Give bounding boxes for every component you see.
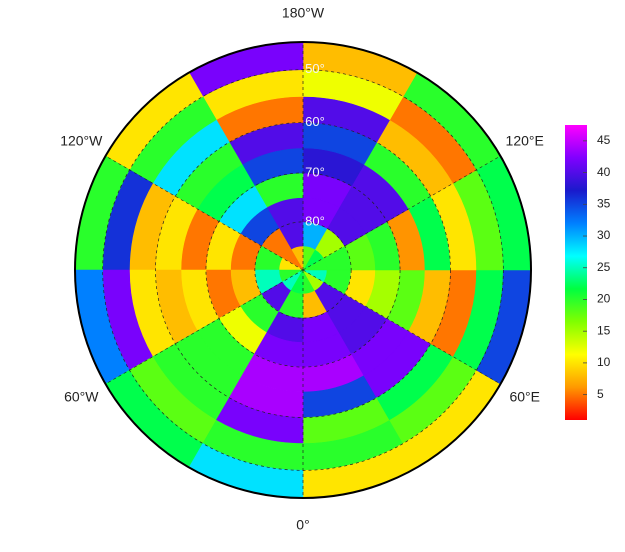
colorbar-tick-label: 35: [597, 196, 611, 210]
colorbar-tick-label: 30: [597, 228, 611, 242]
colorbar-fill: [565, 125, 587, 420]
labels: 180°W 120°W 120°E 60°W 60°E 0° 50° 60° 70° 80°: [60, 5, 544, 533]
latitude-label: 50°: [305, 61, 325, 76]
colorbar-tick-label: 10: [597, 355, 611, 369]
meridian-line: [302, 155, 501, 271]
graticule: [74, 41, 532, 499]
longitude-label: 60°E: [509, 389, 540, 405]
latitude-line: [155, 122, 451, 418]
colorbar-tick-label: 45: [597, 133, 611, 147]
colorbar-tick-label: 5: [597, 387, 604, 401]
colorbar-tick-label: 20: [597, 292, 611, 306]
longitude-label: 120°E: [506, 133, 544, 149]
map-border: [74, 41, 532, 499]
meridian-line: [105, 155, 304, 271]
meridian-line: [105, 269, 304, 385]
longitude-label: 120°W: [60, 133, 103, 149]
latitude-line: [254, 221, 352, 319]
latitude-label: 70°: [305, 164, 325, 179]
longitude-label: 60°W: [64, 389, 99, 405]
longitude-label: 180°W: [282, 5, 325, 21]
colorbar-tick-label: 15: [597, 323, 611, 337]
colorbar-tick-label: 40: [597, 165, 611, 179]
colorbar-tick-label: 25: [597, 260, 611, 274]
longitude-label: 0°: [296, 517, 309, 533]
meridian-line: [302, 269, 501, 385]
latitude-label: 60°: [305, 114, 325, 129]
colorbar: 5 10 15 20 25 30 35 40 45: [565, 125, 611, 420]
map-cells: [74, 41, 532, 499]
latitude-label: 80°: [305, 213, 325, 228]
